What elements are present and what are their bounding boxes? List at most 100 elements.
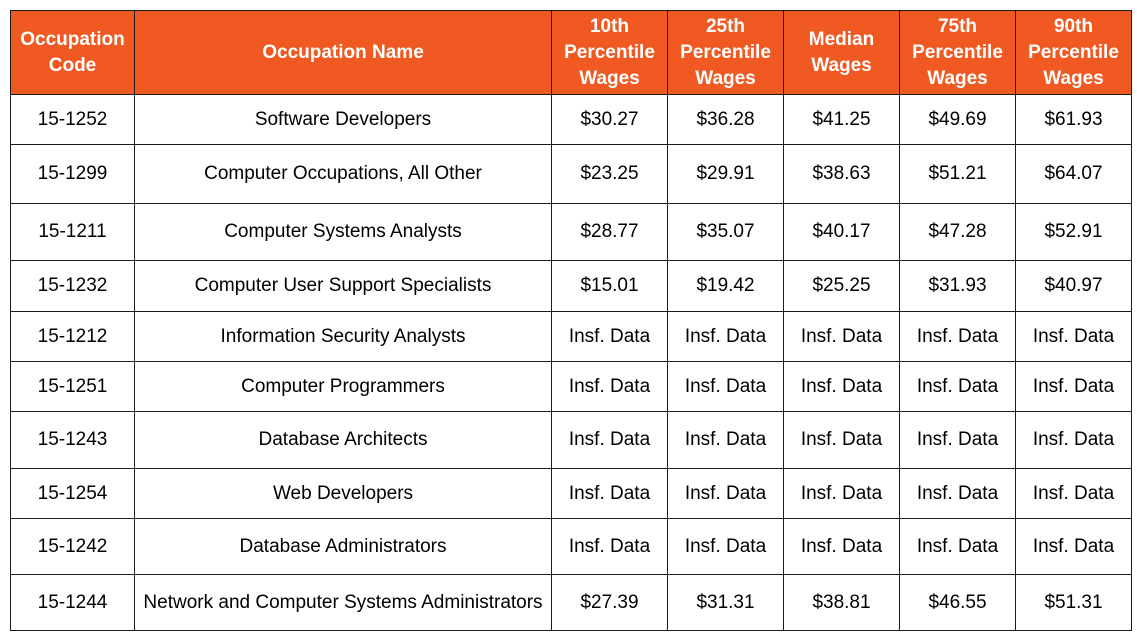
cell-75th-percentile: Insf. Data xyxy=(899,468,1016,519)
table-row: 15-1244 Network and Computer Systems Admi… xyxy=(10,574,1132,631)
cell-75th-percentile: $46.55 xyxy=(899,574,1016,631)
cell-median: $38.63 xyxy=(783,144,900,204)
cell-10th-percentile: $30.27 xyxy=(551,94,668,145)
wage-table: Occupation Code Occupation Name 10th Percent… xyxy=(10,10,1132,631)
header-text-line: Percentile xyxy=(680,41,771,63)
header-90th-percentile: 90th Percentile Wages xyxy=(1015,10,1132,95)
header-text-line: Percentile xyxy=(912,41,1003,63)
cell-90th-percentile: $52.91 xyxy=(1015,203,1132,261)
cell-90th-percentile: $40.97 xyxy=(1015,260,1132,312)
table-row: 15-1211 Computer Systems Analysts $28.77 $3… xyxy=(10,203,1132,261)
cell-occupation-code: 15-1251 xyxy=(10,361,135,412)
cell-75th-percentile: $31.93 xyxy=(899,260,1016,312)
cell-occupation-code: 15-1254 xyxy=(10,468,135,519)
header-occupation-code: Occupation Code xyxy=(10,10,135,95)
cell-10th-percentile: $15.01 xyxy=(551,260,668,312)
table-row: 15-1242 Database Administrators Insf. Data… xyxy=(10,518,1132,575)
cell-median: Insf. Data xyxy=(783,411,900,469)
cell-10th-percentile: Insf. Data xyxy=(551,411,668,469)
cell-occupation-name: Database Administrators xyxy=(134,518,552,575)
table-row: 15-1299 Computer Occupations, All Other $2… xyxy=(10,144,1132,204)
header-text-line: Wages xyxy=(695,67,756,89)
cell-75th-percentile: $47.28 xyxy=(899,203,1016,261)
cell-10th-percentile: $28.77 xyxy=(551,203,668,261)
cell-90th-percentile: Insf. Data xyxy=(1015,411,1132,469)
cell-occupation-code: 15-1243 xyxy=(10,411,135,469)
header-25th-percentile: 25th Percentile Wages xyxy=(667,10,784,95)
cell-occupation-code: 15-1252 xyxy=(10,94,135,145)
header-row: Occupation Code Occupation Name 10th Percent… xyxy=(10,10,1132,95)
cell-occupation-code: 15-1212 xyxy=(10,311,135,362)
cell-10th-percentile: Insf. Data xyxy=(551,518,668,575)
header-text-line: Code xyxy=(48,54,97,76)
cell-75th-percentile: $51.21 xyxy=(899,144,1016,204)
cell-occupation-name: Database Architects xyxy=(134,411,552,469)
cell-10th-percentile: $27.39 xyxy=(551,574,668,631)
cell-90th-percentile: Insf. Data xyxy=(1015,468,1132,519)
cell-90th-percentile: $51.31 xyxy=(1015,574,1132,631)
cell-occupation-name: Computer Occupations, All Other xyxy=(134,144,552,204)
cell-25th-percentile: Insf. Data xyxy=(667,411,784,469)
cell-median: $41.25 xyxy=(783,94,900,145)
header-text-line: Percentile xyxy=(564,41,655,63)
cell-25th-percentile: $29.91 xyxy=(667,144,784,204)
cell-median: Insf. Data xyxy=(783,361,900,412)
cell-75th-percentile: Insf. Data xyxy=(899,411,1016,469)
table-row: 15-1232 Computer User Support Specialists… xyxy=(10,260,1132,312)
header-text-line: Percentile xyxy=(1028,41,1119,63)
cell-occupation-name: Software Developers xyxy=(134,94,552,145)
cell-75th-percentile: Insf. Data xyxy=(899,361,1016,412)
header-text-line: 10th xyxy=(589,15,630,37)
cell-25th-percentile: $36.28 xyxy=(667,94,784,145)
cell-90th-percentile: Insf. Data xyxy=(1015,518,1132,575)
cell-occupation-name: Computer User Support Specialists xyxy=(134,260,552,312)
header-text-line: Wages xyxy=(579,67,640,89)
cell-median: Insf. Data xyxy=(783,311,900,362)
cell-median: $40.17 xyxy=(783,203,900,261)
table-row: 15-1252 Software Developers $30.27 $36.28 $4… xyxy=(10,94,1132,145)
cell-median: Insf. Data xyxy=(783,518,900,575)
cell-25th-percentile: $31.31 xyxy=(667,574,784,631)
header-text-line: Occupation xyxy=(20,28,125,50)
cell-median: $25.25 xyxy=(783,260,900,312)
cell-25th-percentile: $35.07 xyxy=(667,203,784,261)
cell-occupation-name: Computer Systems Analysts xyxy=(134,203,552,261)
cell-25th-percentile: Insf. Data xyxy=(667,361,784,412)
header-text-line: Occupation Name xyxy=(262,41,424,63)
header-text-line: Wages xyxy=(1043,67,1104,89)
cell-90th-percentile: $64.07 xyxy=(1015,144,1132,204)
header-text-line: 90th xyxy=(1053,15,1094,37)
cell-occupation-code: 15-1232 xyxy=(10,260,135,312)
header-occupation-name: Occupation Name xyxy=(134,10,552,95)
cell-median: $38.81 xyxy=(783,574,900,631)
cell-occupation-name: Information Security Analysts xyxy=(134,311,552,362)
cell-occupation-code: 15-1211 xyxy=(10,203,135,261)
cell-occupation-name: Web Developers xyxy=(134,468,552,519)
cell-10th-percentile: $23.25 xyxy=(551,144,668,204)
cell-occupation-name: Computer Programmers xyxy=(134,361,552,412)
table-header: Occupation Code Occupation Name 10th Percent… xyxy=(10,10,1132,95)
cell-90th-percentile: Insf. Data xyxy=(1015,311,1132,362)
header-median: Median Wages xyxy=(783,10,900,95)
header-text-line: 25th xyxy=(705,15,746,37)
cell-90th-percentile: Insf. Data xyxy=(1015,361,1132,412)
cell-occupation-name: Network and Computer Systems Administrat… xyxy=(134,574,552,631)
cell-10th-percentile: Insf. Data xyxy=(551,468,668,519)
cell-10th-percentile: Insf. Data xyxy=(551,361,668,412)
header-10th-percentile: 10th Percentile Wages xyxy=(551,10,668,95)
header-text-line: Wages xyxy=(927,67,988,89)
cell-25th-percentile: $19.42 xyxy=(667,260,784,312)
cell-occupation-code: 15-1242 xyxy=(10,518,135,575)
table-row: 15-1254 Web Developers Insf. Data Insf. Dat… xyxy=(10,468,1132,519)
cell-10th-percentile: Insf. Data xyxy=(551,311,668,362)
table-body: 15-1252 Software Developers $30.27 $36.28 $4… xyxy=(10,94,1132,631)
header-text-line: Wages xyxy=(811,54,872,76)
cell-25th-percentile: Insf. Data xyxy=(667,311,784,362)
cell-90th-percentile: $61.93 xyxy=(1015,94,1132,145)
cell-occupation-code: 15-1299 xyxy=(10,144,135,204)
header-text-line: Median xyxy=(808,28,875,50)
table-row: 15-1212 Information Security Analysts Insf… xyxy=(10,311,1132,362)
header-75th-percentile: 75th Percentile Wages xyxy=(899,10,1016,95)
cell-75th-percentile: Insf. Data xyxy=(899,311,1016,362)
table-row: 15-1251 Computer Programmers Insf. Data Ins… xyxy=(10,361,1132,412)
